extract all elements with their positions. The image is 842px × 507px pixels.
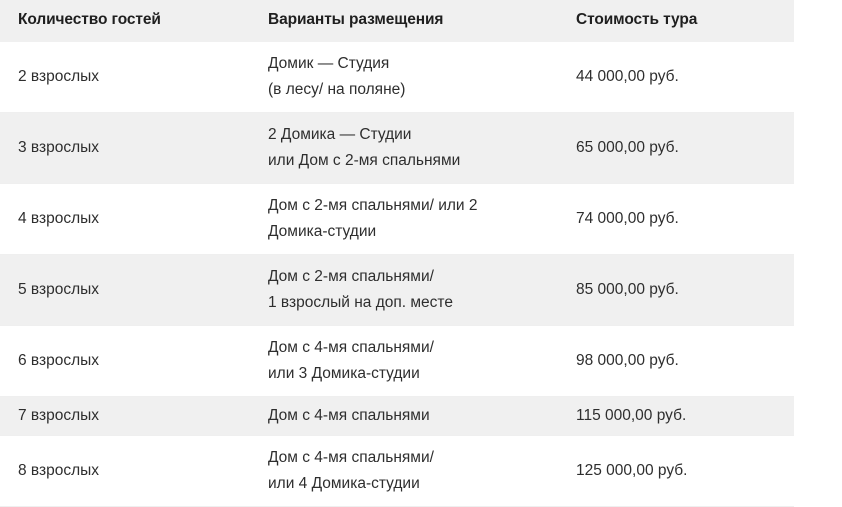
cell-options-line: или 4 Домика-студии [268,474,420,492]
table-row: 7 взрослых Дом с 4-мя спальнями 115 000,00… [0,396,794,436]
table-header: Количество гостей Варианты размещения Ст… [0,0,794,42]
table-row: 8 взрослых Дом с 4-мя спальнями/или 4 Дом… [0,435,794,507]
table-row: 5 взрослых Дом с 2-мя спальнями/1 взрослы… [0,254,794,326]
column-header-guests: Количество гостей [18,11,161,28]
cell-price: 65 000,00 руб. [576,138,679,156]
cell-options-line: Дом с 2-мя спальнями/ или 2 [268,196,478,214]
table-body: 2 взрослых Домик — Студия (в лесу/ на поля… [0,41,794,507]
cell-options-line: Дом с 4-мя спальнями [268,406,430,424]
cell-options: Домик — Студия (в лесу/ на поляне) [250,42,558,113]
cell-guests: 8 взрослых [18,461,100,479]
cell-options-line: (в лесу/ на поляне) [268,80,406,98]
cell-price: 44 000,00 руб. [576,67,679,85]
cell-price: 85 000,00 руб. [576,280,679,298]
cell-price: 125 000,00 руб. [576,461,688,479]
column-header-options: Варианты размещения [268,11,444,28]
cell-options-line: Домик — Студия [268,54,390,72]
table-row: 3 взрослых 2 Домика — Студии или Дом с 2-м… [0,112,794,184]
cell-options-line: Домика-студии [268,222,377,240]
table-header-row: Количество гостей Варианты размещения Ст… [0,0,794,42]
table-row: 2 взрослых Домик — Студия (в лесу/ на поля… [0,41,794,113]
cell-options-line: Дом с 2-мя спальнями/ [268,267,434,285]
cell-guests: 3 взрослых [18,138,100,156]
cell-options: Дом с 2-мя спальнями/1 взрослый на доп. … [250,254,558,325]
cell-options: Дом с 2-мя спальнями/ или 2 Домика-студии [250,183,558,254]
cell-options: 2 Домика — Студии или Дом с 2-мя спальням… [250,112,558,183]
table-row: 6 взрослых Дом с 4-мя спальнями/или 3 Дом… [0,325,794,397]
cell-guests: 5 взрослых [18,280,100,298]
cell-options: Дом с 4-мя спальнями/или 4 Домика-студии [250,435,558,506]
table-row: 4 взрослых Дом с 2-мя спальнями/ или 2 Дом… [0,183,794,255]
cell-guests: 6 взрослых [18,351,100,369]
pricing-table: Количество гостей Варианты размещения Ст… [0,0,794,507]
cell-options: Дом с 4-мя спальнями/или 3 Домика-студии [250,325,558,396]
cell-options-line: или 3 Домика-студии [268,364,420,382]
cell-options-line: Дом с 4-мя спальнями/ [268,338,434,356]
column-header-price: Стоимость тура [576,11,698,28]
cell-price: 74 000,00 руб. [576,209,679,227]
cell-guests: 7 взрослых [18,406,100,424]
cell-price: 115 000,00 руб. [576,406,687,424]
cell-options-line: или Дом с 2-мя спальнями [268,151,461,169]
cell-price: 98 000,00 руб. [576,351,679,369]
cell-guests: 4 взрослых [18,209,100,227]
cell-options-line: 2 Домика — Студии [268,125,412,143]
cell-options-line: Дом с 4-мя спальнями/ [268,448,434,466]
cell-guests: 2 взрослых [18,67,100,85]
cell-options-line: 1 взрослый на доп. месте [268,293,453,311]
cell-options: Дом с 4-мя спальнями [250,396,558,435]
